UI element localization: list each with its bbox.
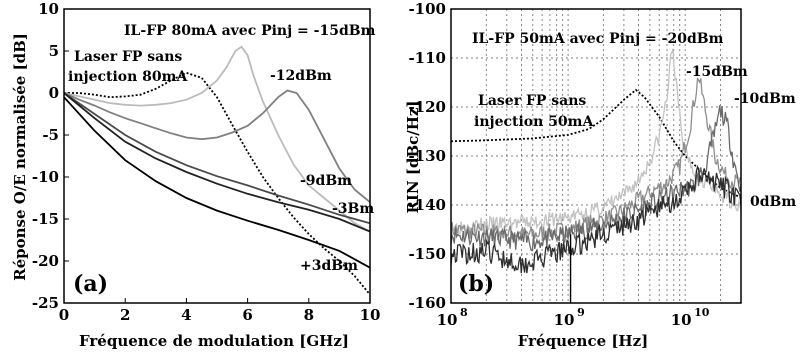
chart-b-frame (450, 8, 742, 304)
chart-b-xtick-exponent: 9 (577, 306, 585, 319)
chart-a-series-1 (64, 71, 371, 296)
chart-b-xlabel: Fréquence [Hz] (518, 332, 648, 350)
chart-a-ytick-label: -10 (32, 168, 59, 186)
chart-a-xtick-label: 0 (59, 306, 69, 324)
chart-a-ytick-label: 5 (49, 42, 59, 60)
chart-a-xtick-label: 2 (120, 306, 130, 324)
chart-b-xtick-label: 10 (437, 311, 458, 329)
chart-b-annotation-laser: Laser FP sans (478, 93, 586, 109)
chart-b-xtick-label: 10 (671, 311, 692, 329)
chart-b-title: IL-FP 50mA avec Pinj = -20dBm (472, 31, 724, 47)
chart-b-ylabel: RIN [dBc/Hz] (404, 100, 422, 213)
chart-a-series-5 (63, 92, 371, 233)
chart-a-frame (63, 8, 371, 304)
chart-a-annotation-laser: Laser FP sans (74, 49, 182, 65)
chart-a-ylabel: Réponse O/E normalisée [dB] (11, 33, 29, 281)
chart-b-ytick-label: -100 (408, 0, 446, 18)
chart-b-xtick-exponent: 8 (460, 306, 468, 319)
chart-a-ytick-label: -25 (32, 294, 59, 312)
chart-a-xtick-label: 8 (304, 306, 314, 324)
chart-a-xtick-label: 10 (360, 306, 381, 324)
chart-b-annotation-0dbm: 0dBm (750, 194, 796, 210)
chart-a: Réponse O/E normalisée [dB] Fréquence de… (11, 0, 380, 350)
chart-a-xtick-label: 4 (181, 306, 191, 324)
chart-b: RIN [dBc/Hz] Fréquence [Hz] 10 8 10 9 10 10-1… (404, 0, 796, 350)
chart-a-ytick-label: 0 (49, 84, 59, 102)
chart-a-series-3 (63, 89, 371, 203)
chart-a-ytick-label: -5 (42, 126, 59, 144)
chart-b-ytick-label: -120 (408, 98, 446, 116)
chart-a-xlabel: Fréquence de modulation [GHz] (79, 332, 349, 350)
chart-b-panel-label: (b) (458, 271, 494, 297)
chart-b-annotation-m15dbm: -15dBm (686, 64, 748, 80)
chart-b-series-5 (450, 164, 742, 274)
chart-a-series-2 (63, 45, 371, 233)
chart-b-annotation-injection: injection 50mA (474, 114, 594, 130)
chart-a-panel-label: (a) (73, 271, 108, 297)
chart-b-series-4 (450, 105, 742, 252)
chart-a-title: IL-FP 80mA avec Pinj = -15dBm (124, 23, 376, 39)
chart-a-annotation-p3dbm: +3dBm (300, 258, 358, 274)
chart-a-annotation-injection: injection 80mA (68, 69, 188, 85)
chart-b-ytick-label: -110 (408, 49, 446, 67)
chart-a-annotation-m12dbm: -12dBm (270, 68, 332, 84)
chart-b-annotation-m10dbm: -10dBm (734, 91, 796, 107)
chart-b-ytick-label: -130 (408, 147, 446, 165)
chart-b-ytick-label: -160 (408, 294, 446, 312)
chart-a-xtick-label: 6 (242, 306, 252, 324)
chart-a-annotation-m3bm: -3Bm (332, 201, 374, 217)
chart-b-ytick-label: -140 (408, 196, 446, 214)
chart-b-xtick-exponent: 10 (694, 306, 710, 319)
chart-a-annotation-m9dbm: -9dBm (300, 173, 352, 189)
chart-a-ytick-label: -15 (32, 210, 59, 228)
chart-a-ytick-label: 10 (38, 0, 59, 18)
chart-a-series-6 (63, 96, 371, 269)
chart-a-series-4 (63, 92, 371, 225)
chart-b-ytick-label: -150 (408, 245, 446, 263)
chart-b-series-2 (450, 48, 742, 236)
chart-b-xtick-label: 10 (554, 311, 575, 329)
chart-a-ytick-label: -20 (32, 252, 59, 270)
chart-b-series-1 (450, 88, 742, 199)
